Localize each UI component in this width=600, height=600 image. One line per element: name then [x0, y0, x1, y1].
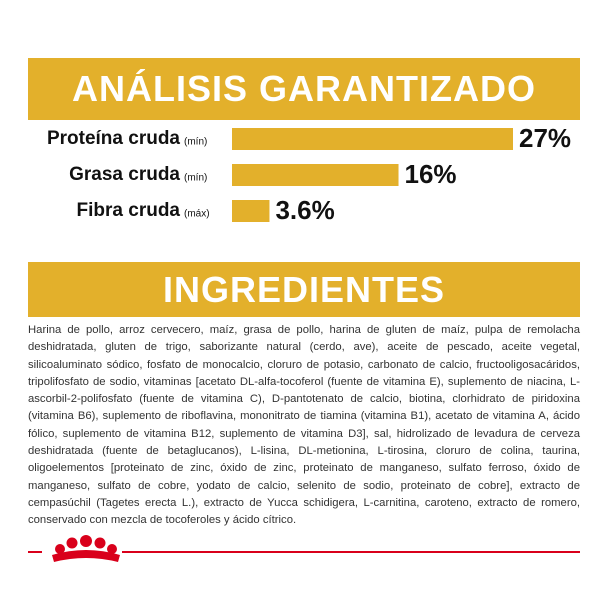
value-label: 3.6% — [275, 195, 334, 225]
category-label: Grasa cruda — [69, 164, 180, 185]
section-banner: ANÁLISIS GARANTIZADO — [28, 58, 580, 120]
category-label: Proteína cruda — [47, 128, 180, 149]
footer — [28, 535, 580, 567]
category-qualifier: (mín) — [184, 173, 207, 184]
value-label: 16% — [405, 159, 457, 189]
category-qualifier: (máx) — [184, 209, 210, 220]
category-label: Fibra cruda — [77, 200, 181, 221]
bar — [232, 200, 270, 222]
logo-crown — [52, 535, 120, 562]
value-label: 27% — [519, 123, 571, 153]
ingredients-text: Harina de pollo, arroz cervecero, maíz, … — [28, 324, 580, 527]
bar — [232, 128, 513, 150]
section-banner: INGREDIENTES — [28, 262, 580, 317]
bar — [232, 164, 399, 186]
category-qualifier: (mín) — [184, 137, 207, 148]
chart: Proteína cruda (mín) 27% Grasa cruda (mín) 16… — [47, 123, 571, 225]
